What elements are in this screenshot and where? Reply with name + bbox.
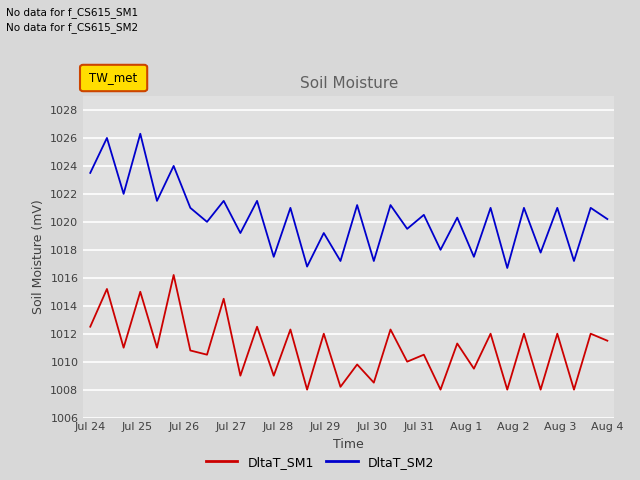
Legend: DltaT_SM1, DltaT_SM2: DltaT_SM1, DltaT_SM2 xyxy=(201,451,439,474)
Y-axis label: Soil Moisture (mV): Soil Moisture (mV) xyxy=(31,199,45,314)
Text: No data for f_CS615_SM2: No data for f_CS615_SM2 xyxy=(6,22,138,33)
Text: No data for f_CS615_SM1: No data for f_CS615_SM1 xyxy=(6,7,138,18)
Title: Soil Moisture: Soil Moisture xyxy=(300,76,398,91)
X-axis label: Time: Time xyxy=(333,438,364,451)
Text: TW_met: TW_met xyxy=(90,72,138,84)
